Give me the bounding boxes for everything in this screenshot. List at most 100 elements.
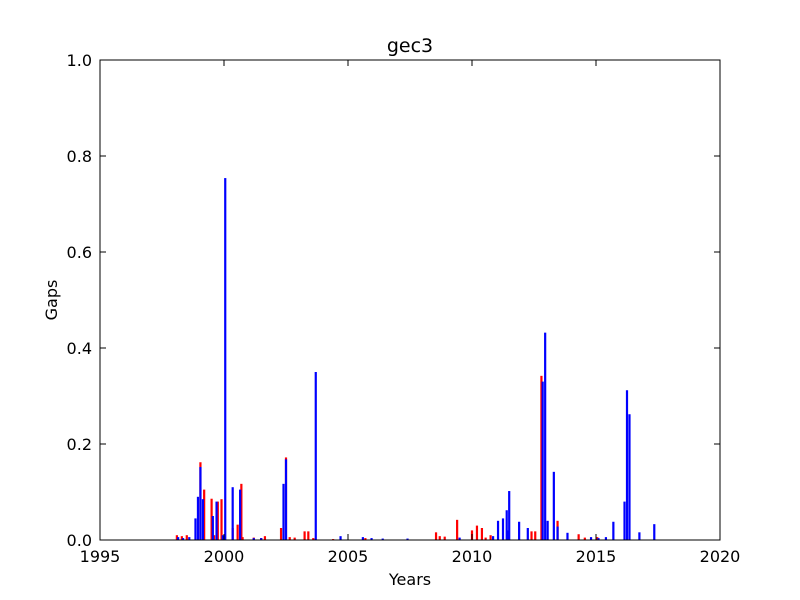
bar-series-0-18 xyxy=(288,537,291,540)
bar-series-1-22 xyxy=(406,538,409,540)
bars-layer xyxy=(175,178,656,540)
bar-series-0-24 xyxy=(364,538,367,540)
bar-series-1-12 xyxy=(239,489,242,540)
bar-series-0-36 xyxy=(540,375,543,540)
bar-series-1-21 xyxy=(381,538,384,540)
bar-series-1-15 xyxy=(282,483,285,540)
bar-series-1-7 xyxy=(211,516,214,540)
x-tick-label: 2015 xyxy=(576,547,617,566)
y-tick-label: 0.6 xyxy=(67,243,92,262)
bar-series-0-8 xyxy=(220,499,223,540)
bar-series-1-36 xyxy=(556,526,559,540)
bar-series-1-2 xyxy=(188,537,191,540)
bar-series-1-34 xyxy=(546,520,549,540)
bar-series-1-38 xyxy=(589,537,593,540)
bar-series-1-45 xyxy=(638,532,641,540)
bar-series-1-1 xyxy=(181,538,185,540)
bar-series-0-10 xyxy=(236,524,239,540)
bar-series-1-11 xyxy=(231,487,234,540)
bar-series-0-28 xyxy=(456,519,459,540)
chart-title: gec3 xyxy=(387,35,433,57)
x-tick-label: 2010 xyxy=(452,547,493,566)
x-tick-label: 2000 xyxy=(204,547,245,566)
bar-series-1-41 xyxy=(612,521,615,540)
bar-series-0-39 xyxy=(583,537,586,540)
bar-series-1-6 xyxy=(201,499,205,540)
x-tick-label: 1995 xyxy=(80,547,121,566)
bar-series-0-6 xyxy=(212,535,216,540)
y-tick-label: 0.4 xyxy=(67,339,92,358)
bar-series-0-26 xyxy=(438,536,441,540)
bar-series-1-13 xyxy=(252,538,255,540)
bar-series-1-20 xyxy=(370,538,373,540)
bar-series-1-44 xyxy=(628,414,631,540)
bar-series-1-33 xyxy=(544,332,547,540)
x-tick-label: 2005 xyxy=(328,547,369,566)
bar-series-1-27 xyxy=(505,510,508,540)
y-axis-title: Gaps xyxy=(42,280,61,321)
bar-series-1-3 xyxy=(194,518,197,540)
bar-series-1-19 xyxy=(361,537,364,540)
bar-series-0-32 xyxy=(484,537,487,540)
bar-series-0-1 xyxy=(180,536,183,540)
bar-series-1-43 xyxy=(625,390,629,540)
y-tick-label: 0.2 xyxy=(67,435,92,454)
bar-series-1-18 xyxy=(339,536,342,540)
bar-series-1-31 xyxy=(526,528,529,540)
bar-series-0-27 xyxy=(443,536,446,540)
bar-series-0-33 xyxy=(489,535,492,540)
bar-series-1-8 xyxy=(215,501,218,540)
bar-series-0-11 xyxy=(240,483,243,540)
bar-series-1-35 xyxy=(552,471,555,540)
bar-series-1-30 xyxy=(518,521,521,540)
bar-series-0-15 xyxy=(263,536,267,540)
bar-series-0-20 xyxy=(303,531,306,540)
bar-series-1-39 xyxy=(597,538,600,540)
y-tick-label: 0.8 xyxy=(67,147,92,166)
bar-series-0-19 xyxy=(293,537,296,540)
bar-series-1-4 xyxy=(196,496,200,540)
y-tick-label: 0.0 xyxy=(67,531,92,550)
bar-series-1-32 xyxy=(541,381,544,540)
bar-series-1-9 xyxy=(221,535,224,540)
bar-series-1-23 xyxy=(458,537,461,540)
bar-series-0-4 xyxy=(203,489,206,540)
bar-series-1-46 xyxy=(653,524,656,540)
bar-series-0-22 xyxy=(312,538,315,540)
bar-series-0-34 xyxy=(530,531,533,540)
bar-series-1-37 xyxy=(566,532,569,540)
bar-series-1-26 xyxy=(501,518,505,540)
bar-series-0-25 xyxy=(434,532,438,540)
bar-series-1-10 xyxy=(224,178,227,540)
bar-series-1-24 xyxy=(491,536,495,540)
x-tick-label: 2020 xyxy=(700,547,741,566)
bar-series-1-14 xyxy=(260,538,263,540)
bar-series-0-5 xyxy=(210,498,213,540)
bar-series-1-28 xyxy=(508,491,511,540)
x-axis-title: Years xyxy=(388,570,431,589)
bar-series-0-21 xyxy=(307,531,310,540)
bar-series-0-16 xyxy=(279,528,283,540)
bar-series-0-2 xyxy=(185,535,188,540)
plot-frame xyxy=(99,59,721,541)
bar-series-1-5 xyxy=(199,467,202,540)
ticks-layer: 1995 2000 2005 2010 2015 2020 0.0 0.2 0.4 0.6 0.8 1… xyxy=(67,51,741,566)
y-tick-label: 1.0 xyxy=(67,51,92,70)
bar-series-0-7 xyxy=(216,501,219,540)
bar-series-0-35 xyxy=(534,531,537,540)
bar-series-0-40 xyxy=(596,537,599,540)
bar-series-1-25 xyxy=(496,520,500,540)
bar-series-0-30 xyxy=(475,525,479,540)
bar-series-1-40 xyxy=(604,537,608,540)
bar-series-0-31 xyxy=(480,528,484,540)
bar-series-1-29 xyxy=(506,530,510,540)
bar-series-0-0 xyxy=(175,535,178,540)
bar-series-1-42 xyxy=(623,501,626,540)
bar-series-0-38 xyxy=(577,534,580,540)
bar-series-0-12 xyxy=(241,537,244,540)
bar-series-1-0 xyxy=(177,537,180,540)
bar-series-1-17 xyxy=(314,372,317,540)
bar-series-1-16 xyxy=(284,459,288,540)
